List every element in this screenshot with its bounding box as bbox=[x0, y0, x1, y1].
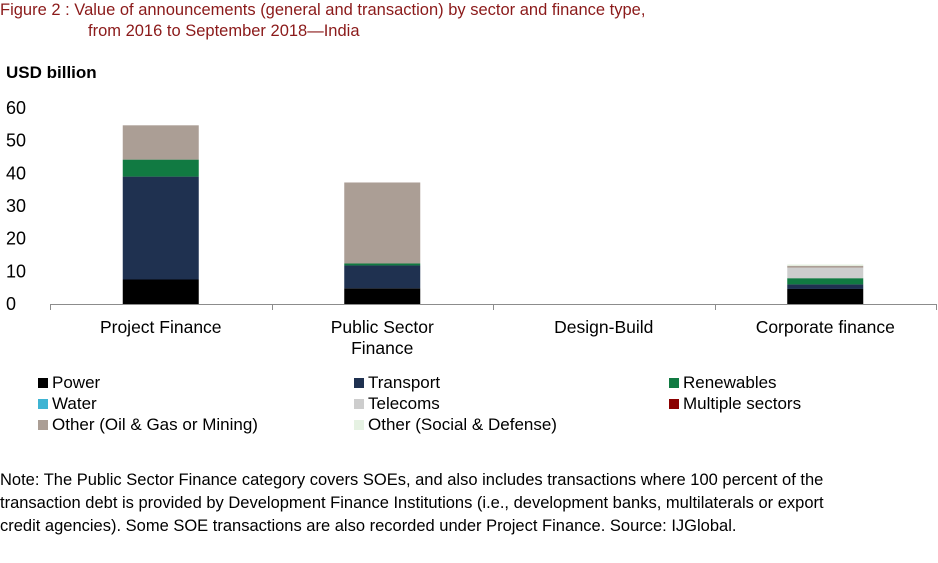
legend-swatch bbox=[38, 398, 48, 409]
bar-segment-renewables bbox=[787, 278, 864, 285]
y-tick-label: 30 bbox=[6, 196, 26, 216]
y-tick-label: 10 bbox=[6, 261, 26, 281]
legend-item: Other (Social & Defense) bbox=[354, 414, 557, 435]
legend-swatch bbox=[354, 398, 364, 409]
y-tick-label: 60 bbox=[6, 98, 26, 118]
legend-swatch bbox=[38, 377, 48, 388]
bar-segment-power bbox=[122, 279, 199, 304]
bar-segment-other-social-defense bbox=[787, 264, 864, 266]
bar-segment-power bbox=[787, 288, 864, 304]
bar-segment-transport bbox=[344, 265, 421, 289]
y-tick-label: 50 bbox=[6, 131, 26, 151]
y-tick-label: 20 bbox=[6, 229, 26, 249]
figure-title: Figure 2 : Value of announcements (gener… bbox=[0, 0, 900, 42]
bar-segment-transport bbox=[787, 284, 864, 289]
legend-swatch bbox=[354, 377, 364, 388]
figure-note: Note: The Public Sector Finance category… bbox=[0, 471, 824, 535]
legend-item: Other (Oil & Gas or Mining) bbox=[38, 414, 258, 435]
x-category-label: Corporate finance bbox=[756, 317, 895, 337]
chart-legend: Power Transport Renewables Water Telecoms Mul… bbox=[0, 372, 938, 438]
legend-swatch bbox=[669, 377, 679, 388]
figure-title-line1: Figure 2 : Value of announcements (gener… bbox=[0, 1, 646, 19]
legend-swatch bbox=[669, 398, 679, 409]
bar-segment-telecoms bbox=[787, 267, 864, 279]
stacked-bar-chart: 0 10 20 30 40 50 60 Project Finance Public Secto… bbox=[6, 98, 937, 358]
legend-label: Multiple sectors bbox=[683, 394, 802, 413]
x-category-label: Public Sector bbox=[331, 317, 434, 337]
y-tick-label: 40 bbox=[6, 163, 26, 183]
legend-label: Other (Oil & Gas or Mining) bbox=[52, 415, 258, 434]
legend-label: Telecoms bbox=[368, 394, 440, 413]
bar-segment-other-oil-gas-or-mining bbox=[787, 265, 864, 268]
legend-item: Transport bbox=[354, 372, 440, 393]
x-category-label: Design-Build bbox=[554, 317, 653, 337]
bar-segment-other-oil-gas-or-mining bbox=[344, 182, 421, 264]
y-tick-label: 0 bbox=[6, 294, 16, 314]
legend-item: Telecoms bbox=[354, 393, 440, 414]
y-axis-unit-label: USD billion bbox=[6, 63, 97, 82]
legend-label: Renewables bbox=[683, 373, 777, 392]
x-category-label: Project Finance bbox=[100, 317, 222, 337]
legend-label: Other (Social & Defense) bbox=[368, 415, 557, 434]
legend-item: Renewables bbox=[669, 372, 777, 393]
bar-segment-other-oil-gas-or-mining bbox=[122, 125, 199, 160]
x-category-label: Finance bbox=[351, 338, 413, 358]
bar-segment-renewables bbox=[122, 159, 199, 177]
legend-label: Power bbox=[52, 373, 101, 392]
legend-item: Multiple sectors bbox=[669, 393, 801, 414]
bar-segment-transport bbox=[122, 176, 199, 280]
legend-swatch bbox=[354, 419, 364, 430]
bar-segment-renewables bbox=[344, 263, 421, 266]
legend-swatch bbox=[38, 419, 48, 430]
figure-title-line2: from 2016 to September 2018—India bbox=[88, 22, 360, 40]
legend-item: Power bbox=[38, 372, 100, 393]
bar-segment-power bbox=[344, 288, 421, 304]
legend-label: Transport bbox=[368, 373, 441, 392]
legend-item: Water bbox=[38, 393, 97, 414]
legend-label: Water bbox=[52, 394, 97, 413]
